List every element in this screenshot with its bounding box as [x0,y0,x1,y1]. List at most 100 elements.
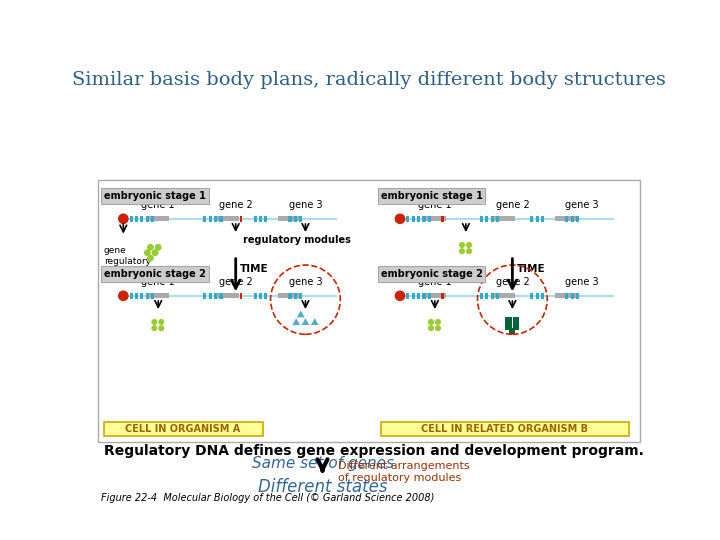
Bar [381,422,629,436]
Bar [300,293,302,299]
Bar [220,215,222,222]
Bar [203,293,206,299]
Bar [98,180,640,442]
Bar [151,293,154,299]
Circle shape [428,320,433,325]
Bar [135,215,138,222]
Text: embryonic stage 2: embryonic stage 2 [104,269,206,279]
Bar [294,215,297,222]
Bar [278,294,300,298]
Bar [509,328,516,334]
Circle shape [152,326,157,330]
Circle shape [159,326,163,330]
Circle shape [148,245,153,250]
Circle shape [467,249,472,253]
Bar [536,215,539,222]
Bar [496,293,499,299]
Bar [576,293,579,299]
Polygon shape [297,310,305,318]
Bar [148,294,169,298]
Polygon shape [302,318,310,325]
Circle shape [459,249,464,253]
Bar [570,293,574,299]
Text: CELL IN ORGANISM A: CELL IN ORGANISM A [125,424,240,434]
Bar [424,217,446,221]
Bar [220,293,222,299]
Bar [240,293,243,299]
Bar [424,294,446,298]
Circle shape [119,291,128,300]
Bar [541,293,544,299]
Text: Different states: Different states [258,478,387,496]
Text: gene 1: gene 1 [418,276,451,287]
Bar [505,318,512,323]
Text: gene 3: gene 3 [289,276,323,287]
Bar [289,215,292,222]
Bar [253,215,256,222]
Text: embryonic stage 2: embryonic stage 2 [381,269,482,279]
Bar [565,215,568,222]
Bar [203,215,206,222]
Text: Regulatory DNA defines gene expression and development program.: Regulatory DNA defines gene expression a… [104,444,644,458]
Bar [140,293,143,299]
Circle shape [467,242,472,247]
Bar [541,215,544,222]
Text: gene 2: gene 2 [495,200,529,210]
Text: regulatory modules: regulatory modules [243,235,351,245]
Bar [289,293,292,299]
Bar [104,422,263,436]
Bar [264,293,267,299]
Bar [140,215,143,222]
Bar [300,215,302,222]
Bar [530,293,534,299]
Bar [554,294,576,298]
Bar [209,293,212,299]
Circle shape [395,214,405,224]
Bar [536,293,539,299]
Bar [264,215,267,222]
Bar [554,217,576,221]
Text: gene 2: gene 2 [495,276,529,287]
Bar [217,294,239,298]
Text: gene 1: gene 1 [418,200,451,210]
Text: gene 3: gene 3 [289,200,323,210]
Bar [494,217,516,221]
Bar [513,325,519,330]
Bar [417,293,420,299]
Bar [294,293,297,299]
Circle shape [119,214,128,224]
Bar [259,293,262,299]
Bar [485,215,488,222]
Text: embryonic stage 1: embryonic stage 1 [104,191,206,201]
Text: Same set of genes: Same set of genes [251,456,394,471]
Circle shape [395,291,405,300]
Bar [240,215,243,222]
Text: TIME: TIME [517,264,546,274]
Bar [417,215,420,222]
Bar [480,215,483,222]
Bar [570,215,574,222]
Bar [423,215,426,222]
Bar [148,217,169,221]
Bar [151,215,154,222]
Bar [485,293,488,299]
Bar [406,215,409,222]
Circle shape [436,326,441,330]
Bar [209,215,212,222]
Bar [480,293,483,299]
Circle shape [436,320,441,325]
Bar [490,215,494,222]
Bar [494,294,516,298]
Bar [505,325,512,330]
Bar [145,215,149,222]
Bar [145,293,149,299]
Bar [428,215,431,222]
Text: Figure 22-4  Molecular Biology of the Cell (© Garland Science 2008): Figure 22-4 Molecular Biology of the Cel… [101,492,434,503]
Text: gene 1: gene 1 [141,276,175,287]
Text: gene 2: gene 2 [219,276,253,287]
Text: gene 3: gene 3 [565,276,599,287]
Text: embryonic stage 1: embryonic stage 1 [381,191,482,201]
Bar [214,215,217,222]
Text: gene 1: gene 1 [141,200,175,210]
Bar [530,215,534,222]
